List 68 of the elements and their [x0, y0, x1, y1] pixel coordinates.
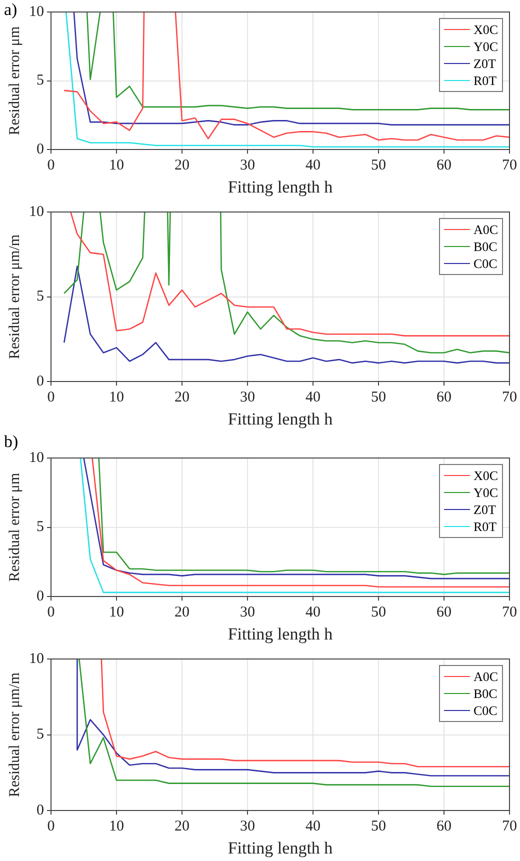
text: b)	[4, 432, 18, 452]
x-tick-label: 30	[240, 158, 255, 174]
text: a)	[4, 0, 18, 20]
y-tick-label: 10	[29, 450, 44, 466]
legend-label: C0C	[474, 256, 498, 272]
x-tick-label: 30	[240, 818, 255, 835]
y-tick-label: 5	[36, 519, 44, 536]
x-tick-label: 20	[174, 390, 190, 406]
x-tick-label: 10	[109, 158, 124, 174]
x-tick-label: 40	[306, 818, 320, 835]
y-tick-label: 0	[36, 374, 44, 390]
y-tick-label: 0	[36, 588, 44, 605]
y-tick-label: 5	[36, 72, 44, 89]
y-tick-label: 10	[29, 650, 44, 667]
x-tick-label: 60	[436, 390, 452, 406]
x-tick-label: 30	[240, 390, 255, 406]
x-tick-label: 40	[306, 158, 320, 174]
x-tick-label: 20	[174, 158, 190, 174]
x-tick-label: 60	[436, 604, 452, 621]
y-axis-title: Residual error μm	[6, 26, 23, 136]
x-tick-label: 60	[436, 818, 452, 835]
x-axis-title: Fitting length h	[228, 177, 334, 196]
legend-label: A0C	[474, 222, 498, 238]
y-tick-label: 5	[36, 288, 44, 305]
x-axis-title: Fitting length h	[228, 409, 334, 428]
y-axis-title: Residual error μm/m	[6, 234, 23, 360]
x-tick-label: 70	[502, 818, 517, 835]
y-axis-title: Residual error μm	[6, 472, 23, 582]
x-tick-label: 20	[174, 604, 190, 621]
x-tick-label: 0	[47, 818, 55, 835]
y-tick-label: 5	[36, 726, 44, 743]
x-axis-title: Fitting length h	[228, 624, 334, 644]
x-tick-label: 40	[306, 604, 320, 621]
x-tick-label: 0	[47, 390, 55, 406]
y-tick-label: 10	[29, 204, 44, 220]
legend-label: R0T	[474, 518, 497, 534]
x-tick-label: 0	[47, 604, 55, 621]
x-tick-label: 50	[371, 604, 386, 621]
x-tick-label: 30	[240, 604, 255, 621]
legend-label: C0C	[474, 702, 498, 718]
x-tick-label: 50	[371, 818, 386, 835]
x-tick-label: 10	[109, 818, 124, 835]
x-tick-label: 40	[306, 390, 320, 406]
x-tick-label: 70	[502, 390, 517, 406]
legend-label: Z0T	[474, 56, 496, 72]
legend-label: B0C	[474, 238, 498, 254]
legend-label: Z0T	[474, 502, 496, 518]
y-tick-label: 10	[29, 4, 44, 20]
x-tick-label: 60	[436, 158, 452, 174]
x-tick-label: 0	[47, 158, 55, 174]
y-tick-label: 0	[36, 142, 44, 158]
legend-label: X0C	[474, 22, 498, 38]
legend-label: A0C	[474, 668, 498, 684]
x-tick-label: 70	[502, 604, 517, 621]
x-axis-title: Fitting length h	[228, 838, 334, 858]
legend-label: R0T	[474, 72, 497, 88]
legend-label: X0C	[474, 468, 498, 484]
x-tick-label: 20	[174, 818, 190, 835]
legend-label: B0C	[474, 686, 498, 702]
legend-label: Y0C	[474, 484, 498, 500]
legend-label: Y0C	[474, 38, 498, 54]
x-tick-label: 10	[109, 604, 124, 621]
x-tick-label: 70	[502, 158, 517, 174]
y-tick-label: 0	[36, 802, 44, 819]
y-axis-title: Residual error μm/m	[6, 672, 23, 798]
x-tick-label: 50	[371, 390, 386, 406]
x-tick-label: 50	[371, 158, 386, 174]
x-tick-label: 10	[109, 390, 124, 406]
